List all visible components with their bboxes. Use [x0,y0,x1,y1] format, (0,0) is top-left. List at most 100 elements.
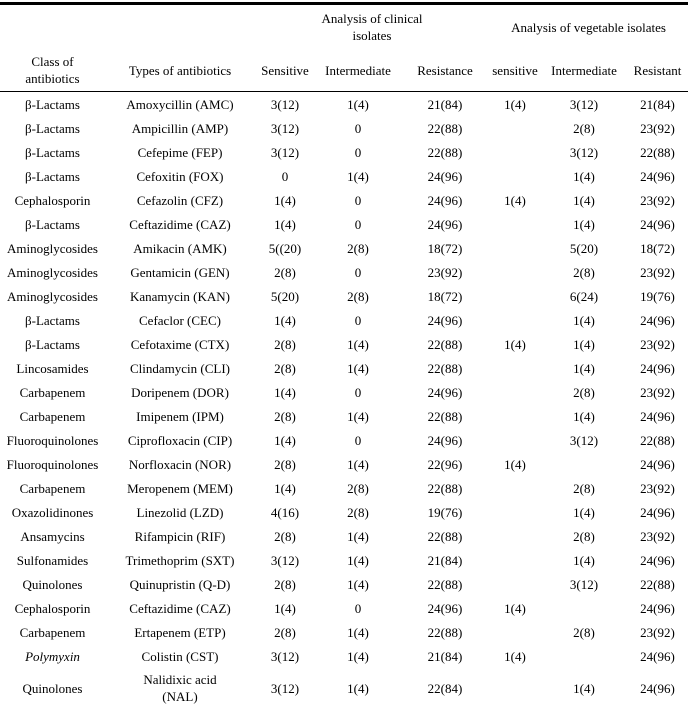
group-header-spacer [0,4,255,50]
cell-vegetable-resistant: 23(92) [640,480,675,496]
cell-type-of-antibiotic: Imipenem (IPM) [136,408,224,424]
cell-class-of-antibiotics: Aminoglycosides [7,240,98,256]
cell-vegetable-resistant: 23(92) [640,192,675,208]
cell-clinical-sensitive: 2(8) [274,408,296,424]
cell-class-of-antibiotics: Aminoglycosides [7,288,98,304]
cell-vegetable-intermediate: 2(8) [573,120,595,136]
cell-clinical-sensitive: 1(4) [274,312,296,328]
cell-clinical-sensitive: 3(12) [270,96,300,112]
cell-type-of-antibiotic: Cefaclor (CEC) [139,312,221,328]
column-header-vegetable-sensitive: sensitive [489,49,541,92]
cell-clinical-resistance: 23(92) [427,264,463,280]
cell-vegetable-resistant: 23(92) [640,384,675,400]
cell-vegetable-resistant: 24(96) [640,456,675,472]
cell-clinical-resistance: 21(84) [427,96,463,112]
cell-clinical-resistance: 22(88) [427,576,463,592]
cell-clinical-intermediate: 0 [354,216,362,232]
table-row: β-Lactams Amoxycillin (AMC) 3(12) 1(4) 21(84… [0,92,688,117]
column-header-clinical-intermediate: Intermediate [315,49,401,92]
cell-clinical-intermediate: 1(4) [347,648,369,664]
cell-clinical-intermediate: 1(4) [347,96,369,112]
cell-vegetable-sensitive [489,284,541,308]
cell-vegetable-intermediate: 1(4) [573,192,595,208]
table-row: Quinolones Nalidixic acid (NAL) 3(12) 1(4) 2… [0,668,688,707]
cell-class-of-antibiotics: Fluoroquinolones [6,456,99,472]
cell-type-of-antibiotic: Ertapenem (ETP) [134,624,226,640]
cell-vegetable-intermediate: 3(12) [569,96,599,112]
cell-vegetable-sensitive: 1(4) [504,336,526,352]
cell-clinical-sensitive: 3(12) [270,680,300,696]
cell-clinical-intermediate: 1(4) [347,168,369,184]
table-row: Cephalosporin Cefazolin (CFZ) 1(4) 0 24(96) 1… [0,188,688,212]
cell-class-of-antibiotics: Quinolones [22,576,83,592]
cell-vegetable-intermediate: 1(4) [573,336,595,352]
cell-clinical-intermediate: 0 [354,432,362,448]
table-row: Ansamycins Rifampicin (RIF) 2(8) 1(4) 22(88)… [0,524,688,548]
cell-clinical-intermediate: 1(4) [347,680,369,696]
table-row: β-Lactams Ampicillin (AMP) 3(12) 0 22(88) 2(8… [0,116,688,140]
cell-vegetable-resistant: 23(92) [640,264,675,280]
cell-vegetable-intermediate: 2(8) [573,384,595,400]
cell-clinical-sensitive: 3(12) [270,120,300,136]
table-row: Aminoglycosides Kanamycin (KAN) 5(20) 2(8) 1… [0,284,688,308]
cell-type-of-antibiotic: Trimethoprim (SXT) [125,552,235,568]
cell-clinical-resistance: 24(96) [427,600,463,616]
cell-class-of-antibiotics: Cephalosporin [14,600,91,616]
cell-clinical-resistance: 22(88) [427,120,463,136]
cell-class-of-antibiotics: β-Lactams [25,216,80,232]
table-row: Aminoglycosides Amikacin (AMK) 5((20) 2(8) 1… [0,236,688,260]
cell-clinical-resistance: 22(88) [427,144,463,160]
cell-vegetable-resistant: 23(92) [640,528,675,544]
cell-clinical-resistance: 19(76) [427,504,463,520]
cell-clinical-sensitive: 3(12) [270,648,300,664]
cell-type-of-antibiotic: Quinupristin (Q-D) [129,576,231,592]
cell-vegetable-resistant: 23(92) [640,624,675,640]
cell-class-of-antibiotics: Ansamycins [20,528,85,544]
cell-vegetable-intermediate: 3(12) [569,432,599,448]
cell-clinical-sensitive: 2(8) [274,624,296,640]
column-header-clinical-resistance: Resistance [401,49,489,92]
cell-clinical-intermediate: 1(4) [347,552,369,568]
cell-class-of-antibiotics: β-Lactams [25,144,80,160]
table-row: Aminoglycosides Gentamicin (GEN) 2(8) 0 23(9… [0,260,688,284]
cell-vegetable-resistant: 23(92) [640,336,675,352]
cell-vegetable-sensitive [489,380,541,404]
cell-type-of-antibiotic: Cefepime (FEP) [137,144,223,160]
cell-vegetable-sensitive: 1(4) [504,456,526,472]
cell-type-of-antibiotic: Colistin (CST) [141,648,219,664]
cell-vegetable-intermediate [541,452,627,476]
cell-clinical-intermediate: 2(8) [347,504,369,520]
cell-clinical-intermediate: 0 [354,384,362,400]
cell-vegetable-sensitive [489,356,541,380]
cell-class-of-antibiotics: Polymyxin [25,648,80,664]
table-row: β-Lactams Ceftazidime (CAZ) 1(4) 0 24(96) 1(4… [0,212,688,236]
cell-type-of-antibiotic: Kanamycin (KAN) [130,288,230,304]
table-row: Sulfonamides Trimethoprim (SXT) 3(12) 1(4) 2… [0,548,688,572]
cell-class-of-antibiotics: Fluoroquinolones [6,432,99,448]
cell-clinical-resistance: 24(96) [427,168,463,184]
cell-vegetable-sensitive [489,164,541,188]
group-header-row: Analysis of clinical isolates Analysis o… [0,4,688,50]
cell-clinical-intermediate: 0 [354,312,362,328]
cell-clinical-intermediate: 0 [354,192,362,208]
cell-clinical-sensitive: 1(4) [274,384,296,400]
cell-clinical-intermediate: 0 [354,120,362,136]
column-header-vegetable-intermediate: Intermediate [541,49,627,92]
cell-vegetable-resistant: 19(76) [640,288,675,304]
cell-vegetable-intermediate: 2(8) [573,480,595,496]
cell-vegetable-sensitive [489,572,541,596]
cell-vegetable-sensitive [489,428,541,452]
cell-vegetable-resistant: 24(96) [640,648,675,664]
cell-vegetable-resistant: 22(88) [640,576,675,592]
cell-vegetable-intermediate [541,596,627,620]
cell-vegetable-intermediate: 3(12) [569,144,599,160]
cell-vegetable-intermediate: 1(4) [573,552,595,568]
column-header-types-of-antibiotics: Types of antibiotics [105,49,255,92]
cell-clinical-sensitive: 2(8) [274,360,296,376]
cell-clinical-sensitive: 1(4) [274,600,296,616]
cell-clinical-resistance: 21(84) [427,552,463,568]
cell-clinical-resistance: 24(96) [427,192,463,208]
cell-clinical-resistance: 18(72) [427,288,463,304]
cell-clinical-resistance: 18(72) [427,240,463,256]
cell-type-of-antibiotic: Amoxycillin (AMC) [126,96,234,112]
